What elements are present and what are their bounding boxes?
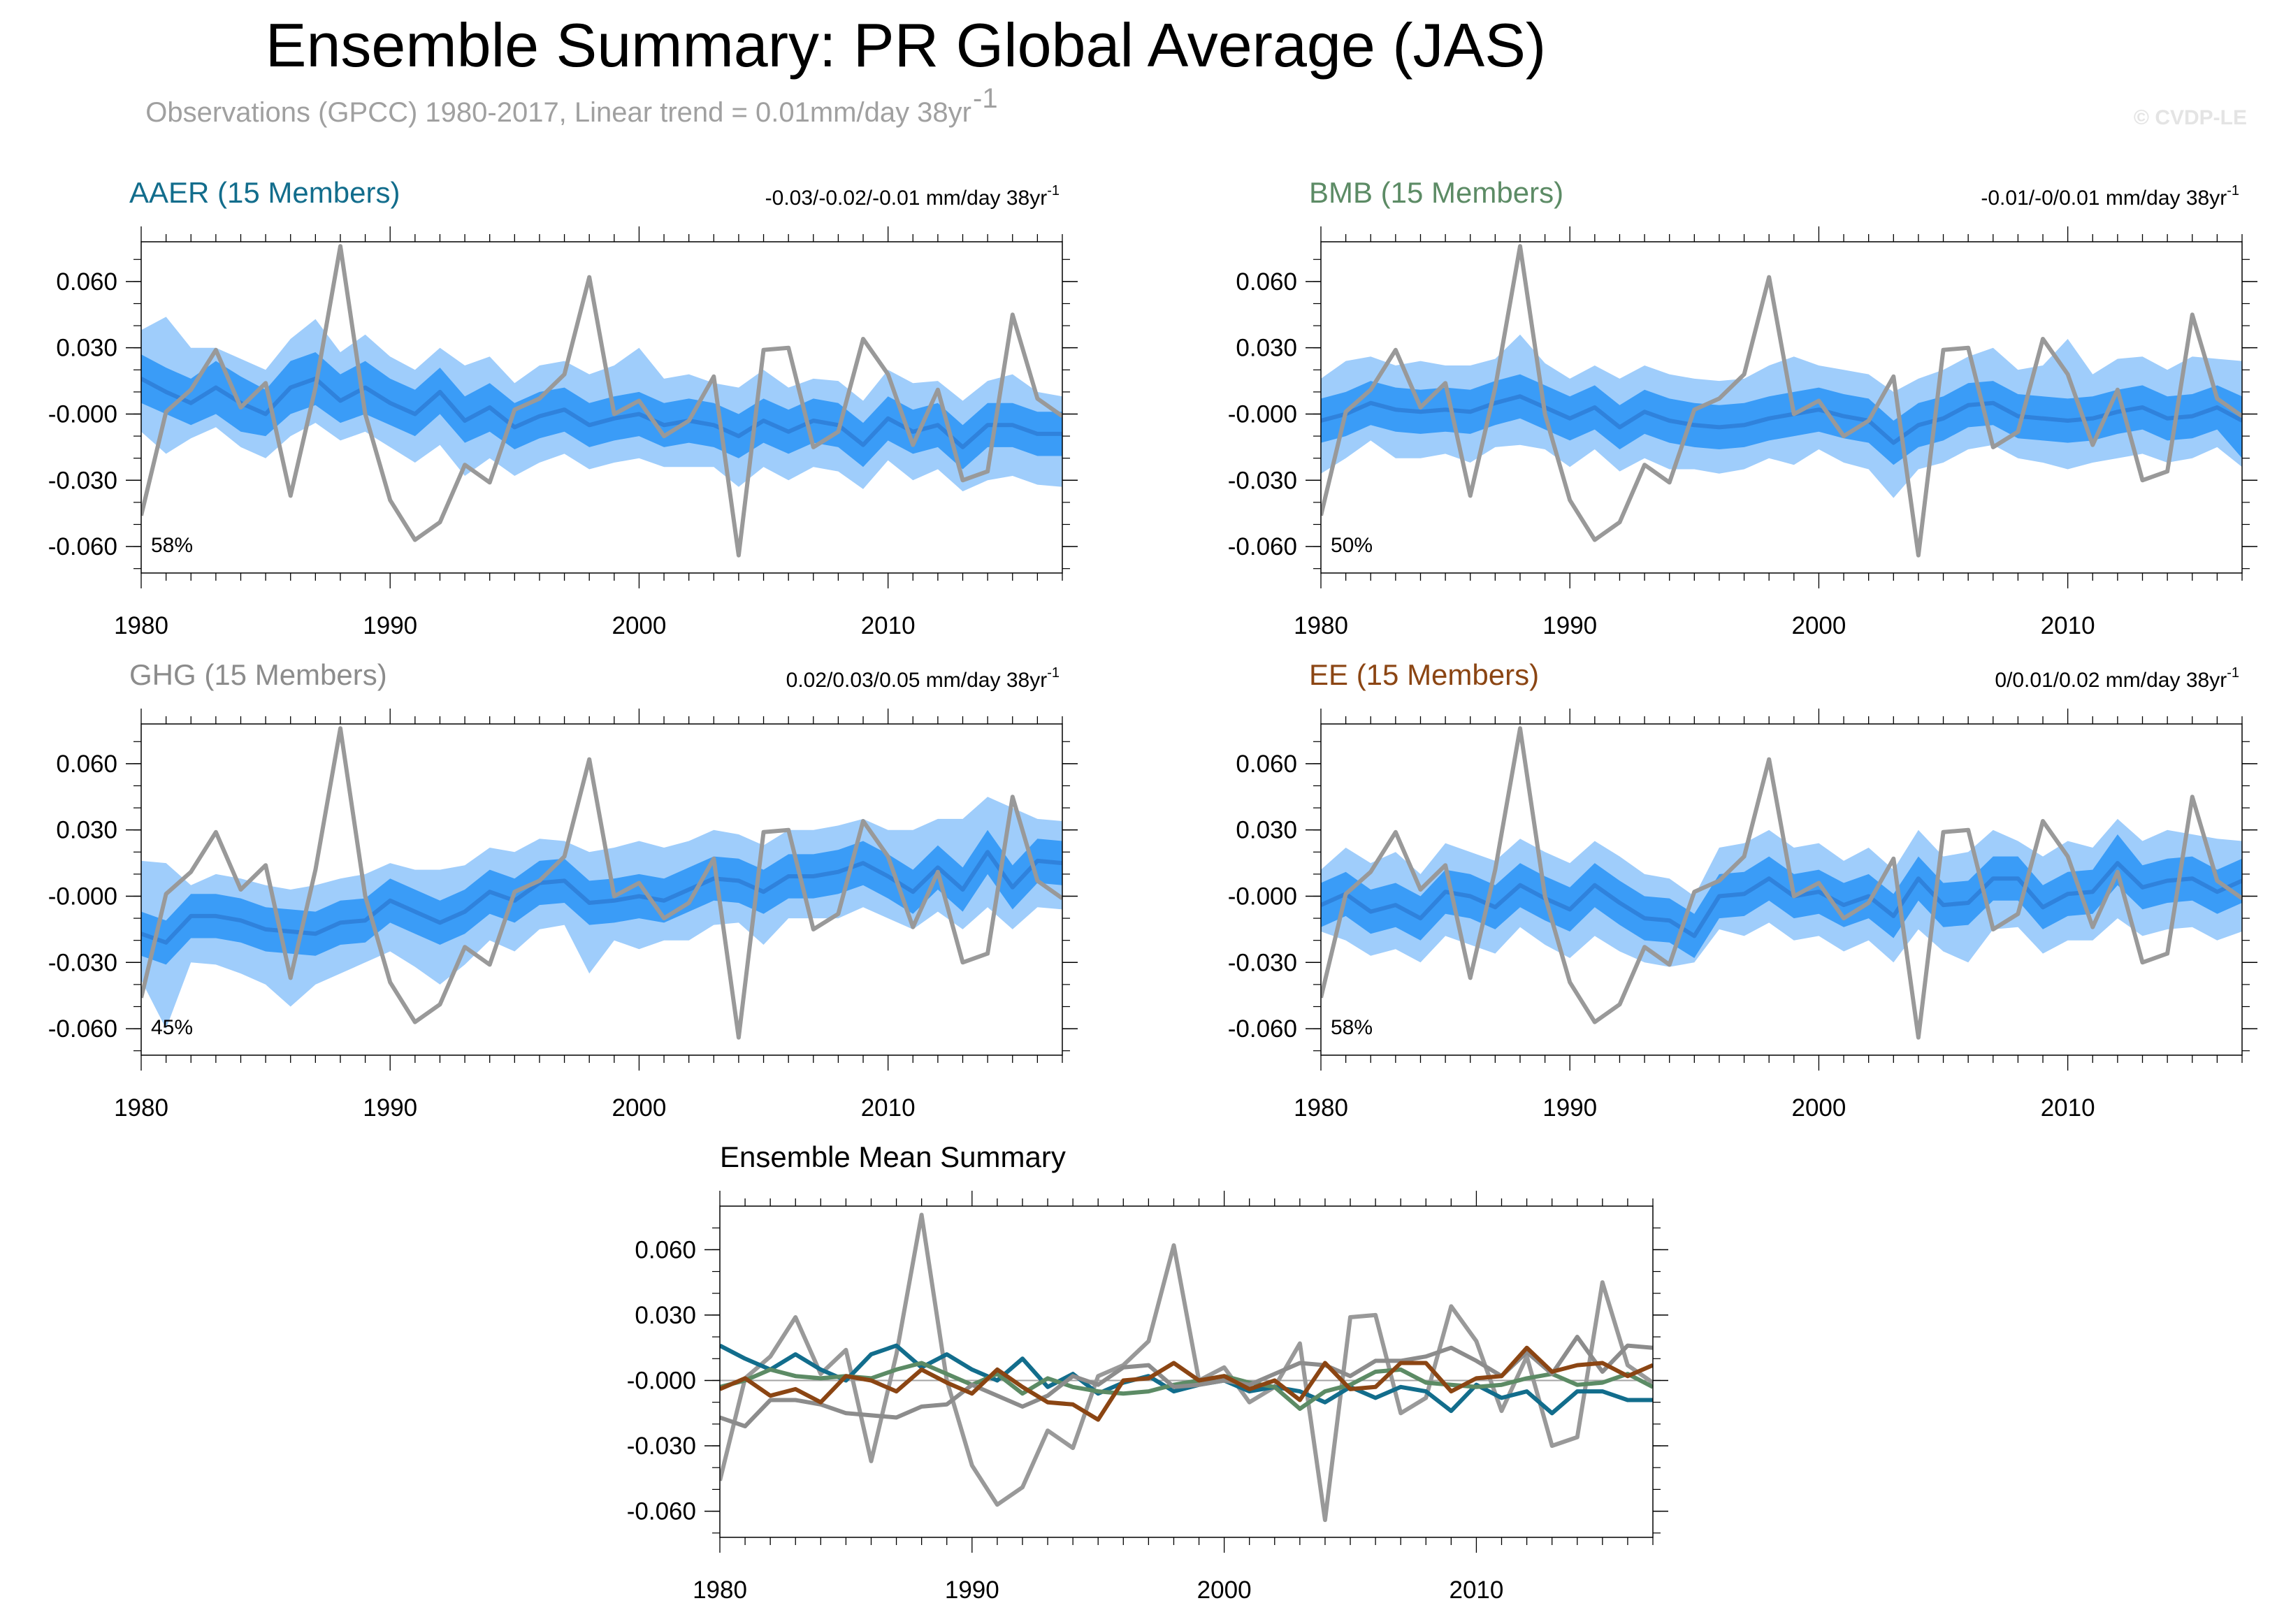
percent-label: 58% [151, 534, 193, 557]
y-tick-label: -0.000 [48, 883, 117, 910]
percent-label: 58% [1331, 1016, 1373, 1039]
ensemble-mean-line-bmb [720, 1361, 1653, 1411]
x-tick-label: 1990 [1542, 612, 1597, 639]
panel-title: EE (15 Members) [1309, 658, 1539, 691]
x-tick-label: 1980 [114, 612, 168, 639]
y-tick-label: 0.060 [56, 268, 117, 296]
panel-title: BMB (15 Members) [1309, 176, 1563, 209]
x-tick-label: 1990 [363, 612, 417, 639]
y-tick-label: 0.030 [635, 1302, 696, 1329]
panel-ghg: GHG (15 Members) 0.02/0.03/0.05 mm/day 38… [48, 658, 1078, 1122]
y-tick-label: -0.060 [1228, 533, 1297, 560]
spread-band-inner [1321, 834, 2242, 958]
plot-frame [1320, 241, 2243, 574]
y-tick-label: -0.000 [627, 1367, 696, 1394]
x-tick-label: 2010 [2041, 612, 2095, 639]
y-tick-label: -0.030 [48, 467, 117, 494]
trend-label: -0.03/-0.02/-0.01 mm/day 38yr-1 [765, 183, 1060, 210]
y-tick-label: -0.000 [48, 400, 117, 428]
plot-area [720, 1212, 1653, 1523]
plot-area [141, 244, 1062, 558]
ensemble-mean-line-aaer [720, 1343, 1653, 1416]
x-tick-label: 2000 [612, 1094, 666, 1122]
spread-band-inner [1321, 374, 2242, 465]
plot-frame [140, 723, 1063, 1056]
plot-frame [140, 241, 1063, 574]
x-tick-label: 1980 [1294, 612, 1348, 639]
x-tick-label: 2010 [861, 1094, 916, 1122]
plot-area [1321, 726, 2242, 1040]
y-tick-label: -0.060 [627, 1498, 696, 1525]
trend-label: 0.02/0.03/0.05 mm/day 38yr-1 [786, 665, 1060, 692]
y-tick-label: 0.030 [1236, 817, 1297, 844]
trend-label: -0.01/-0/0.01 mm/day 38yr-1 [1981, 183, 2239, 210]
observations-line [141, 244, 1062, 558]
trend-label: 0/0.01/0.02 mm/day 38yr-1 [1995, 665, 2239, 692]
percent-label: 45% [151, 1016, 193, 1039]
observations-line [720, 1212, 1653, 1523]
panel-ensemble-mean-summary: Ensemble Mean Summary 0.060 0.030 -0.000 -0.… [627, 1140, 1668, 1604]
y-tick-label: 0.060 [1236, 268, 1297, 296]
ensemble-mean-line-ghg [720, 1335, 1653, 1428]
y-tick-label: -0.030 [1228, 467, 1297, 494]
x-tick-label: 1990 [363, 1094, 417, 1122]
y-tick-label: 0.060 [635, 1236, 696, 1263]
figure-subtitle: Observations (GPCC) 1980-2017, Linear tr… [145, 97, 971, 128]
plot-frame [1320, 723, 2243, 1056]
observations-line [1321, 726, 2242, 1040]
y-tick-label: -0.000 [1228, 400, 1297, 428]
y-tick-label: -0.030 [1228, 949, 1297, 976]
x-tick-label: 1980 [114, 1094, 168, 1122]
x-tick-label: 1990 [1542, 1094, 1597, 1122]
plot-area [1321, 244, 2242, 558]
percent-label: 50% [1331, 534, 1373, 557]
plot-frame [719, 1205, 1654, 1538]
y-tick-label: -0.000 [1228, 883, 1297, 910]
y-tick-label: 0.060 [1236, 751, 1297, 778]
x-tick-label: 2010 [2041, 1094, 2095, 1122]
figure-title: Ensemble Summary: PR Global Average (JAS… [266, 10, 1546, 80]
x-tick-label: 2010 [1449, 1576, 1503, 1604]
spread-band-inner [141, 352, 1062, 470]
ensemble-mean-line [1321, 394, 2242, 445]
x-tick-label: 2000 [1791, 612, 1846, 639]
x-tick-label: 1980 [693, 1576, 747, 1604]
y-tick-label: -0.030 [627, 1433, 696, 1460]
panel-ee: EE (15 Members) 0/0.01/0.02 mm/day 38yr-1… [1228, 658, 2257, 1122]
x-tick-label: 2000 [1197, 1576, 1252, 1604]
x-tick-label: 2010 [861, 612, 916, 639]
y-tick-label: 0.030 [56, 335, 117, 362]
ensemble-mean-line-ee [720, 1345, 1653, 1422]
y-tick-label: 0.030 [1236, 335, 1297, 362]
observations-line [141, 726, 1062, 1040]
observations-line [1321, 244, 2242, 558]
panel-title: AAER (15 Members) [129, 176, 400, 209]
y-tick-label: 0.030 [56, 817, 117, 844]
y-tick-label: -0.060 [48, 1015, 117, 1043]
ensemble-mean-line [1321, 861, 2242, 938]
y-tick-label: -0.060 [1228, 1015, 1297, 1043]
x-tick-label: 1990 [945, 1576, 999, 1604]
spread-band-inner [141, 829, 1062, 965]
panel-title: GHG (15 Members) [129, 658, 387, 691]
x-tick-label: 2000 [1791, 1094, 1846, 1122]
credit-watermark: © CVDP-LE [2134, 106, 2247, 129]
panel-aaer: AAER (15 Members) -0.03/-0.02/-0.01 mm/da… [48, 176, 1078, 639]
panel-bmb: BMB (15 Members) -0.01/-0/0.01 mm/day 38y… [1228, 176, 2257, 639]
y-tick-label: -0.030 [48, 949, 117, 976]
x-tick-label: 2000 [612, 612, 666, 639]
plot-area [141, 726, 1062, 1040]
x-tick-label: 1980 [1294, 1094, 1348, 1122]
ensemble-mean-line [141, 850, 1062, 945]
y-tick-label: 0.060 [56, 751, 117, 778]
y-tick-label: -0.060 [48, 533, 117, 560]
panel-title: Ensemble Mean Summary [720, 1140, 1066, 1173]
figure-subtitle-superscript: -1 [973, 83, 998, 114]
